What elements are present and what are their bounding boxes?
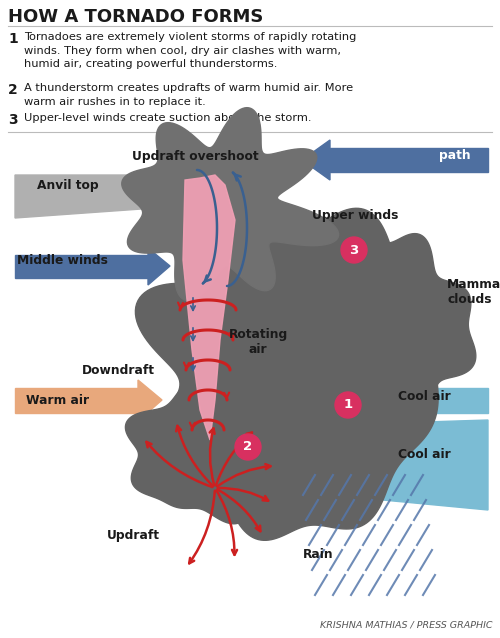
Text: Updraft overshoot: Updraft overshoot [132, 150, 258, 163]
Polygon shape [330, 148, 488, 172]
Text: Tornadoes are extremely violent storms of rapidly rotating
winds. They form when: Tornadoes are extremely violent storms o… [24, 32, 356, 69]
Polygon shape [136, 186, 438, 540]
Text: 2: 2 [8, 83, 18, 97]
Polygon shape [330, 380, 355, 421]
Text: Storm
path: Storm path [434, 134, 476, 162]
Text: Mammatus
clouds: Mammatus clouds [447, 278, 500, 306]
Text: Updraft: Updraft [106, 528, 160, 542]
Text: Anvil top: Anvil top [37, 179, 99, 191]
Polygon shape [126, 371, 287, 524]
Circle shape [335, 392, 361, 418]
Text: 3: 3 [350, 244, 358, 256]
Text: Rotating
air: Rotating air [228, 328, 288, 356]
Text: Rain: Rain [302, 549, 334, 561]
Polygon shape [355, 388, 488, 413]
Text: Cool air: Cool air [398, 449, 450, 461]
Text: KRISHNA MATHIAS / PRESS GRAPHIC: KRISHNA MATHIAS / PRESS GRAPHIC [320, 620, 492, 629]
Text: Downdraft: Downdraft [82, 364, 154, 376]
Polygon shape [183, 175, 235, 440]
Polygon shape [308, 420, 488, 510]
Circle shape [341, 237, 367, 263]
Text: Upper-level winds create suction above the storm.: Upper-level winds create suction above t… [24, 113, 312, 123]
Polygon shape [303, 234, 476, 427]
Text: 1: 1 [344, 399, 352, 412]
Polygon shape [302, 140, 330, 180]
Circle shape [235, 434, 261, 460]
Text: HOW A TORNADO FORMS: HOW A TORNADO FORMS [8, 8, 264, 26]
Text: Cool air: Cool air [398, 390, 450, 403]
Text: Warm air: Warm air [26, 394, 90, 406]
Polygon shape [15, 175, 240, 218]
Text: Middle winds: Middle winds [16, 253, 108, 267]
Polygon shape [138, 380, 162, 421]
Polygon shape [148, 248, 170, 285]
Polygon shape [15, 388, 138, 413]
Text: 3: 3 [8, 113, 18, 127]
Text: Upper winds: Upper winds [312, 209, 398, 221]
Text: A thunderstorm creates updrafts of warm humid air. More
warm air rushes in to re: A thunderstorm creates updrafts of warm … [24, 83, 353, 107]
Text: 2: 2 [244, 440, 252, 454]
Text: 1: 1 [8, 32, 18, 46]
Polygon shape [122, 108, 338, 300]
Polygon shape [15, 255, 148, 278]
